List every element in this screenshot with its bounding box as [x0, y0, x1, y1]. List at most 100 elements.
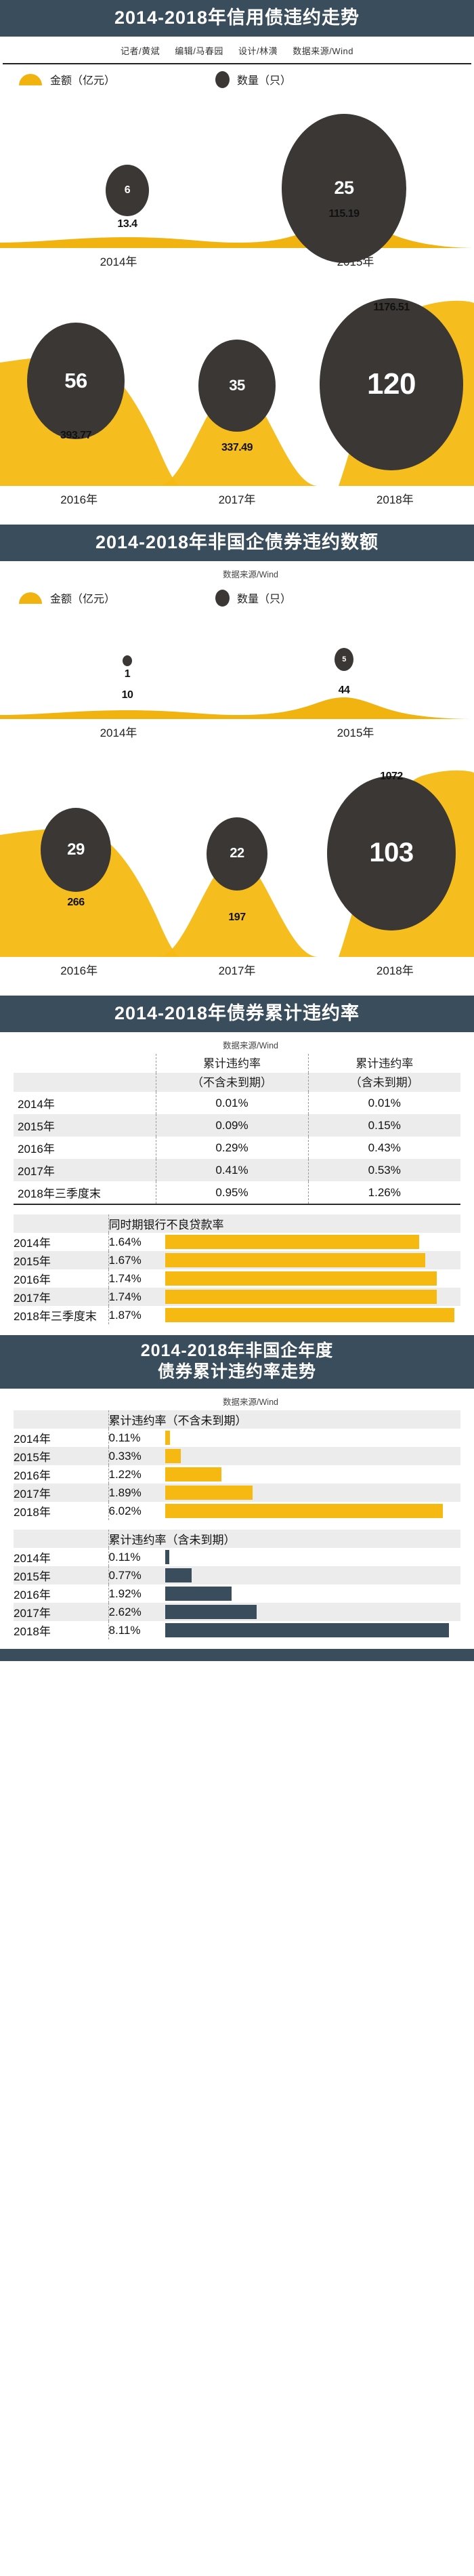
table-row: 2018年三季度末 0.95% 1.26%: [14, 1181, 460, 1205]
table-row: 2016年 1.92%: [14, 1585, 460, 1603]
chart-nonsoe-default-2014-2015: 5 1 10 44: [0, 611, 474, 719]
section-4-title: 2014-2018年非国企年度 债券累计违约率走势: [0, 1335, 474, 1389]
npl-bar-cell-2014: [165, 1233, 460, 1251]
section-2-title: 2014-2018年非国企债券违约数额: [0, 524, 474, 561]
table-row: 2015年 1.67%: [14, 1251, 460, 1270]
default-rate-table: 累计违约率 累计违约率 （不含未到期） （含未到期） 2014年 0.01% 0…: [14, 1053, 460, 1206]
table-row: 2017年 1.89%: [14, 1484, 460, 1502]
npl-label-2016: 2016年: [14, 1273, 51, 1287]
bar-2017: [165, 1290, 437, 1305]
year-row-1a: 2014年 2015年: [0, 248, 474, 276]
legend-amount-2: 金额（亿元）: [19, 590, 115, 606]
cell-incl-2014: 0.01%: [307, 1092, 460, 1115]
section-4-title-line1: 2014-2018年非国企年度: [140, 1341, 334, 1361]
bar-2018q3: [165, 1308, 455, 1323]
table-row: 2015年 0.09% 0.15%: [14, 1114, 460, 1137]
incl-value-2018: 8.11%: [108, 1621, 165, 1640]
amount-label-0: 266: [67, 896, 85, 908]
hill-icon: [19, 73, 42, 85]
incl-value-2014: 0.11%: [108, 1548, 165, 1567]
npl-label-2018q3: 2018年三季度末: [14, 1310, 97, 1324]
chart-credit-default-2014-2015: 6 25 13.4 115.19: [0, 92, 474, 263]
table-row: 2016年 1.22%: [14, 1465, 460, 1484]
circle-icon: [215, 589, 230, 607]
chart-credit-default-2016-2018: 56 35 120 393.77 337.49 1176.51: [0, 276, 474, 486]
bar-incl-2017: [165, 1605, 257, 1620]
excl-label-2016: 2016年: [14, 1469, 51, 1483]
legend-amount-label-2: 金额（亿元）: [50, 594, 116, 606]
incl-bar-cell-2016: [165, 1585, 460, 1603]
bar-excl-2018: [165, 1504, 443, 1519]
divider-rule: [3, 62, 471, 64]
row-label-2018q3: 2018年三季度末: [18, 1187, 101, 1201]
excl-label-2017: 2017年: [14, 1488, 51, 1501]
chart-nonsoe-default-2016-2018: 29 22 103 266 197 1072: [0, 747, 474, 957]
bar-incl-2016: [165, 1587, 232, 1601]
table-header-row-2: （不含未到期） （含未到期）: [14, 1073, 460, 1092]
incl-bar-cell-2014: [165, 1548, 460, 1566]
amount-label-1: 115.19: [328, 207, 360, 220]
bar-excl-2016: [165, 1467, 221, 1482]
year-label-2017: 2017年: [218, 493, 256, 506]
row-label-2014: 2014年: [18, 1098, 55, 1111]
count-bubble-0: [123, 655, 132, 666]
amount-label-1: 44: [338, 684, 350, 696]
table-header-row: 累计违约率 累计违约率: [14, 1053, 460, 1074]
excl-value-2016: 1.22%: [108, 1465, 165, 1484]
table-row: 2014年 0.11%: [14, 1548, 460, 1567]
table-row: 2014年 0.01% 0.01%: [14, 1092, 460, 1115]
incl-value-2017: 2.62%: [108, 1603, 165, 1622]
count-bubble-2: 120: [320, 298, 463, 470]
excl-label-2015: 2015年: [14, 1451, 51, 1465]
year-label-2015-b: 2015年: [337, 726, 374, 739]
amount-label-1: 337.49: [221, 441, 253, 453]
table-row: 2018年三季度末 1.87%: [14, 1306, 460, 1325]
bar-excl-2015: [165, 1449, 181, 1464]
npl-bar-cell-2016: [165, 1269, 460, 1288]
table-row: 2017年 2.62%: [14, 1603, 460, 1622]
legend-section-1: 金额（亿元） 数量（只）: [0, 64, 474, 92]
default-rate-table-wrap: 累计违约率 累计违约率 （不含未到期） （含未到期） 2014年 0.01% 0…: [0, 1053, 474, 1206]
npl-value-2016: 1.74%: [108, 1269, 165, 1288]
incl-bar-cell-2015: [165, 1566, 460, 1585]
amount-label-2: 1072: [380, 770, 403, 782]
section-3-title: 2014-2018年债券累计违约率: [0, 995, 474, 1032]
table-row: 2015年 0.33%: [14, 1447, 460, 1466]
year-label-2016-b: 2016年: [60, 964, 98, 977]
bar-2014: [165, 1235, 419, 1250]
bar-excl-2017: [165, 1486, 253, 1500]
excl-value-2014: 0.11%: [108, 1429, 165, 1448]
cell-excl-2017: 0.41%: [155, 1159, 308, 1182]
table-row: 2014年 1.64%: [14, 1233, 460, 1252]
legend-count-label: 数量（只）: [237, 75, 292, 87]
excl-header-row: 累计违约率（不含未到期）: [14, 1410, 460, 1429]
incl-label-2016: 2016年: [14, 1589, 51, 1602]
excl-value-2017: 1.89%: [108, 1484, 165, 1502]
year-label-2018: 2018年: [376, 493, 414, 506]
table-row: 2017年 1.74%: [14, 1288, 460, 1307]
table-row: 2018年 6.02%: [14, 1502, 460, 1521]
incl-label-2017: 2017年: [14, 1607, 51, 1620]
count-bubble-1: 25: [282, 113, 406, 263]
npl-value-2015: 1.67%: [108, 1251, 165, 1270]
section-1-title: 2014-2018年信用债违约走势: [0, 0, 474, 37]
npl-label-2014: 2014年: [14, 1237, 51, 1250]
legend-count-2: 数量（只）: [215, 589, 291, 607]
credits-line: 记者/黄斌 编辑/马春园 设计/林潢 数据来源/Wind: [0, 37, 474, 63]
excl-value-2015: 0.33%: [108, 1447, 165, 1466]
count-bubble-1: 22: [207, 817, 267, 891]
hill-icon: [19, 592, 42, 604]
infographic-page: 2014-2018年信用债违约走势 记者/黄斌 编辑/马春园 设计/林潢 数据来…: [0, 0, 474, 1662]
excl-bar-cell-2014: [165, 1429, 460, 1447]
count-label-0: 1: [124, 668, 131, 680]
year-label-2016: 2016年: [60, 493, 98, 506]
count-bubble-0: 56: [27, 322, 125, 439]
amount-label-1: 197: [228, 911, 246, 923]
year-label-2018-b: 2018年: [376, 964, 414, 977]
excl-value-2018: 6.02%: [108, 1502, 165, 1521]
header-excl-line1: 累计违约率: [155, 1053, 308, 1074]
header-excl-line2: （不含未到期）: [155, 1073, 308, 1092]
table-row: 2017年 0.41% 0.53%: [14, 1159, 460, 1182]
cell-incl-2017: 0.53%: [307, 1159, 460, 1182]
bank-npl-header: 同时期银行不良贷款率: [108, 1214, 460, 1233]
